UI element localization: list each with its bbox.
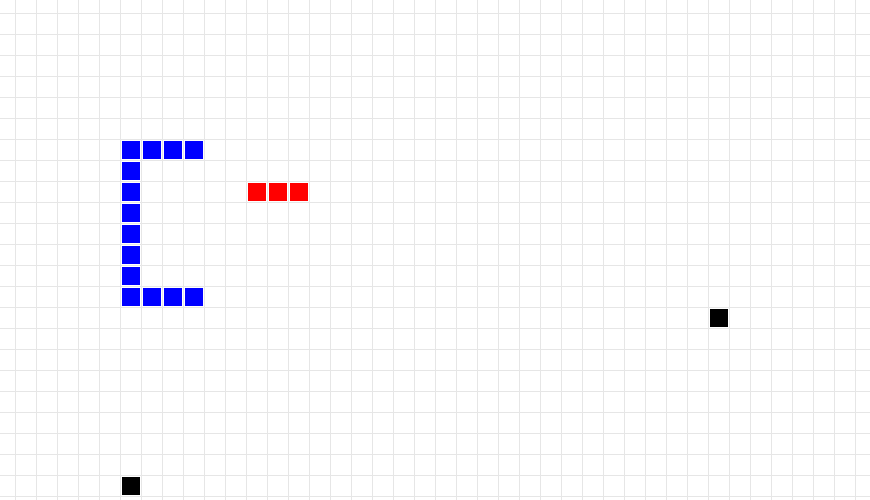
blue-snake-segment xyxy=(122,225,140,243)
blue-snake-segment xyxy=(122,288,140,306)
blue-snake-segment xyxy=(122,183,140,201)
red-snake-head xyxy=(248,183,266,201)
blue-snake-segment xyxy=(143,141,161,159)
blue-snake-segment xyxy=(164,141,182,159)
blue-snake-segment xyxy=(143,288,161,306)
blue-snake-head xyxy=(185,141,203,159)
blue-snake-segment xyxy=(185,288,203,306)
blue-snake-segment xyxy=(122,246,140,264)
blue-snake-segment xyxy=(122,162,140,180)
food-pellet xyxy=(710,309,728,327)
blue-snake-segment xyxy=(122,141,140,159)
blue-snake-segment xyxy=(164,288,182,306)
red-snake-segment xyxy=(269,183,287,201)
blue-snake-segment xyxy=(122,204,140,222)
food-pellet xyxy=(122,477,140,495)
red-snake-segment xyxy=(290,183,308,201)
blue-snake-segment xyxy=(122,267,140,285)
